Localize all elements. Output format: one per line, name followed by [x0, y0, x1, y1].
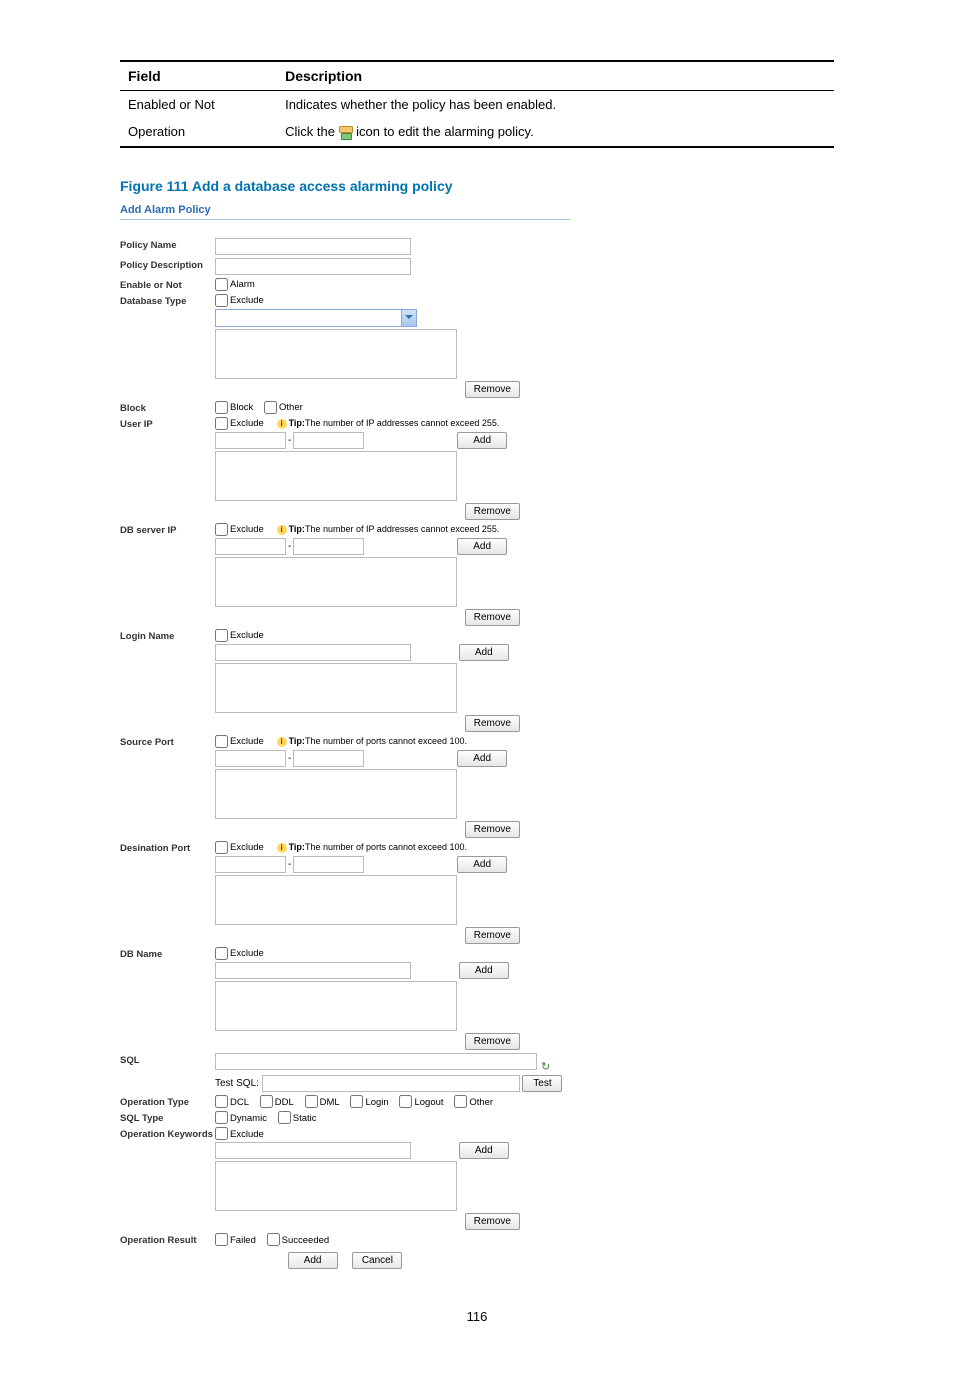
login-name-list[interactable]: [215, 663, 457, 713]
op-type-label: Operation Type: [120, 1095, 215, 1108]
block-label: Block: [120, 401, 215, 414]
op-keywords-label: Operation Keywords: [120, 1127, 215, 1140]
db-name-add-button[interactable]: Add: [459, 962, 509, 979]
info-icon: i: [277, 737, 287, 747]
sql-type-dynamic-checkbox[interactable]: [215, 1111, 228, 1124]
policy-desc-input[interactable]: [215, 258, 411, 275]
alarm-checkbox[interactable]: [215, 278, 228, 291]
op-keywords-list[interactable]: [215, 1161, 457, 1211]
edit-icon: [339, 126, 353, 140]
user-ip-list[interactable]: [215, 451, 457, 501]
db-name-exclude-checkbox[interactable]: [215, 947, 228, 960]
op-keywords-add-button[interactable]: Add: [459, 1142, 509, 1159]
sql-label: SQL: [120, 1053, 215, 1066]
op-type-logout-checkbox[interactable]: [399, 1095, 412, 1108]
db-name-remove-button[interactable]: Remove: [465, 1033, 520, 1050]
op-keywords-input[interactable]: [215, 1142, 411, 1159]
description-table: Field Description Enabled or Not Indicat…: [120, 60, 834, 148]
dest-port-exclude-checkbox[interactable]: [215, 841, 228, 854]
op-desc-prefix: Click the: [285, 124, 338, 139]
op-result-failed-checkbox[interactable]: [215, 1233, 228, 1246]
source-port-remove-button[interactable]: Remove: [465, 821, 520, 838]
db-name-label: DB Name: [120, 947, 215, 960]
source-port-exclude-checkbox[interactable]: [215, 735, 228, 748]
dest-port-remove-button[interactable]: Remove: [465, 927, 520, 944]
db-server-ip-remove-button[interactable]: Remove: [465, 609, 520, 626]
refresh-icon[interactable]: ↻: [541, 1060, 554, 1073]
login-name-remove-button[interactable]: Remove: [465, 715, 520, 732]
test-sql-label: Test SQL:: [215, 1078, 259, 1089]
dest-port-label: Desination Port: [120, 841, 215, 854]
block-checkbox[interactable]: [215, 401, 228, 414]
policy-name-input[interactable]: [215, 238, 411, 255]
db-type-list[interactable]: [215, 329, 457, 379]
db-type-select[interactable]: [215, 309, 417, 327]
db-name-list[interactable]: [215, 981, 457, 1031]
dest-port-to-input[interactable]: [293, 856, 364, 873]
table-row: Enabled or Not Indicates whether the pol…: [120, 91, 834, 119]
op-type-dml-checkbox[interactable]: [305, 1095, 318, 1108]
operation-desc-cell: Click the icon to edit the alarming poli…: [277, 118, 834, 147]
db-type-exclude-checkbox[interactable]: [215, 294, 228, 307]
test-sql-input[interactable]: [262, 1075, 520, 1092]
info-icon: i: [277, 843, 287, 853]
source-port-label: Source Port: [120, 735, 215, 748]
db-server-ip-label: DB server IP: [120, 523, 215, 536]
source-port-to-input[interactable]: [293, 750, 364, 767]
op-keywords-remove-button[interactable]: Remove: [465, 1213, 520, 1230]
login-name-label: Login Name: [120, 629, 215, 642]
form-title: Add Alarm Policy: [120, 204, 570, 220]
db-server-ip-list[interactable]: [215, 557, 457, 607]
user-ip-label: User IP: [120, 417, 215, 430]
dest-port-from-input[interactable]: [215, 856, 286, 873]
op-type-ddl-checkbox[interactable]: [260, 1095, 273, 1108]
form-cancel-button[interactable]: Cancel: [352, 1252, 402, 1269]
source-port-from-input[interactable]: [215, 750, 286, 767]
op-type-dcl-checkbox[interactable]: [215, 1095, 228, 1108]
op-result-label: Operation Result: [120, 1233, 215, 1246]
op-keywords-exclude-checkbox[interactable]: [215, 1127, 228, 1140]
user-ip-add-button[interactable]: Add: [457, 432, 507, 449]
login-name-add-button[interactable]: Add: [459, 644, 509, 661]
op-type-other-checkbox[interactable]: [454, 1095, 467, 1108]
db-server-ip-exclude-checkbox[interactable]: [215, 523, 228, 536]
db-type-remove-button[interactable]: Remove: [465, 381, 520, 398]
user-ip-to-input[interactable]: [293, 432, 364, 449]
dest-port-add-button[interactable]: Add: [457, 856, 507, 873]
sql-type-label: SQL Type: [120, 1111, 215, 1124]
policy-desc-label: Policy Description: [120, 258, 215, 271]
db-type-label: Database Type: [120, 294, 215, 307]
sql-input[interactable]: [215, 1053, 537, 1070]
policy-name-label: Policy Name: [120, 238, 215, 251]
th-desc: Description: [277, 61, 834, 91]
block-other-checkbox[interactable]: [264, 401, 277, 414]
info-icon: i: [277, 525, 287, 535]
enable-label: Enable or Not: [120, 278, 215, 291]
user-ip-exclude-checkbox[interactable]: [215, 417, 228, 430]
add-alarm-policy-form: Add Alarm Policy Policy Name Policy Desc…: [120, 204, 570, 1270]
login-name-exclude-checkbox[interactable]: [215, 629, 228, 642]
db-server-ip-from-input[interactable]: [215, 538, 286, 555]
db-server-ip-add-button[interactable]: Add: [457, 538, 507, 555]
info-icon: i: [277, 419, 287, 429]
db-name-input[interactable]: [215, 962, 411, 979]
page-number: 116: [120, 1309, 834, 1324]
table-row: Operation Click the icon to edit the ala…: [120, 118, 834, 147]
op-type-login-checkbox[interactable]: [350, 1095, 363, 1108]
source-port-add-button[interactable]: Add: [457, 750, 507, 767]
user-ip-remove-button[interactable]: Remove: [465, 503, 520, 520]
db-server-ip-to-input[interactable]: [293, 538, 364, 555]
dest-port-list[interactable]: [215, 875, 457, 925]
test-button[interactable]: Test: [522, 1075, 562, 1092]
login-name-input[interactable]: [215, 644, 411, 661]
figure-caption: Figure 111 Add a database access alarmin…: [120, 178, 834, 194]
op-desc-suffix: icon to edit the alarming policy.: [356, 124, 534, 139]
sql-type-static-checkbox[interactable]: [278, 1111, 291, 1124]
source-port-list[interactable]: [215, 769, 457, 819]
op-result-succeeded-checkbox[interactable]: [267, 1233, 280, 1246]
th-field: Field: [120, 61, 277, 91]
form-add-button[interactable]: Add: [288, 1252, 338, 1269]
user-ip-from-input[interactable]: [215, 432, 286, 449]
